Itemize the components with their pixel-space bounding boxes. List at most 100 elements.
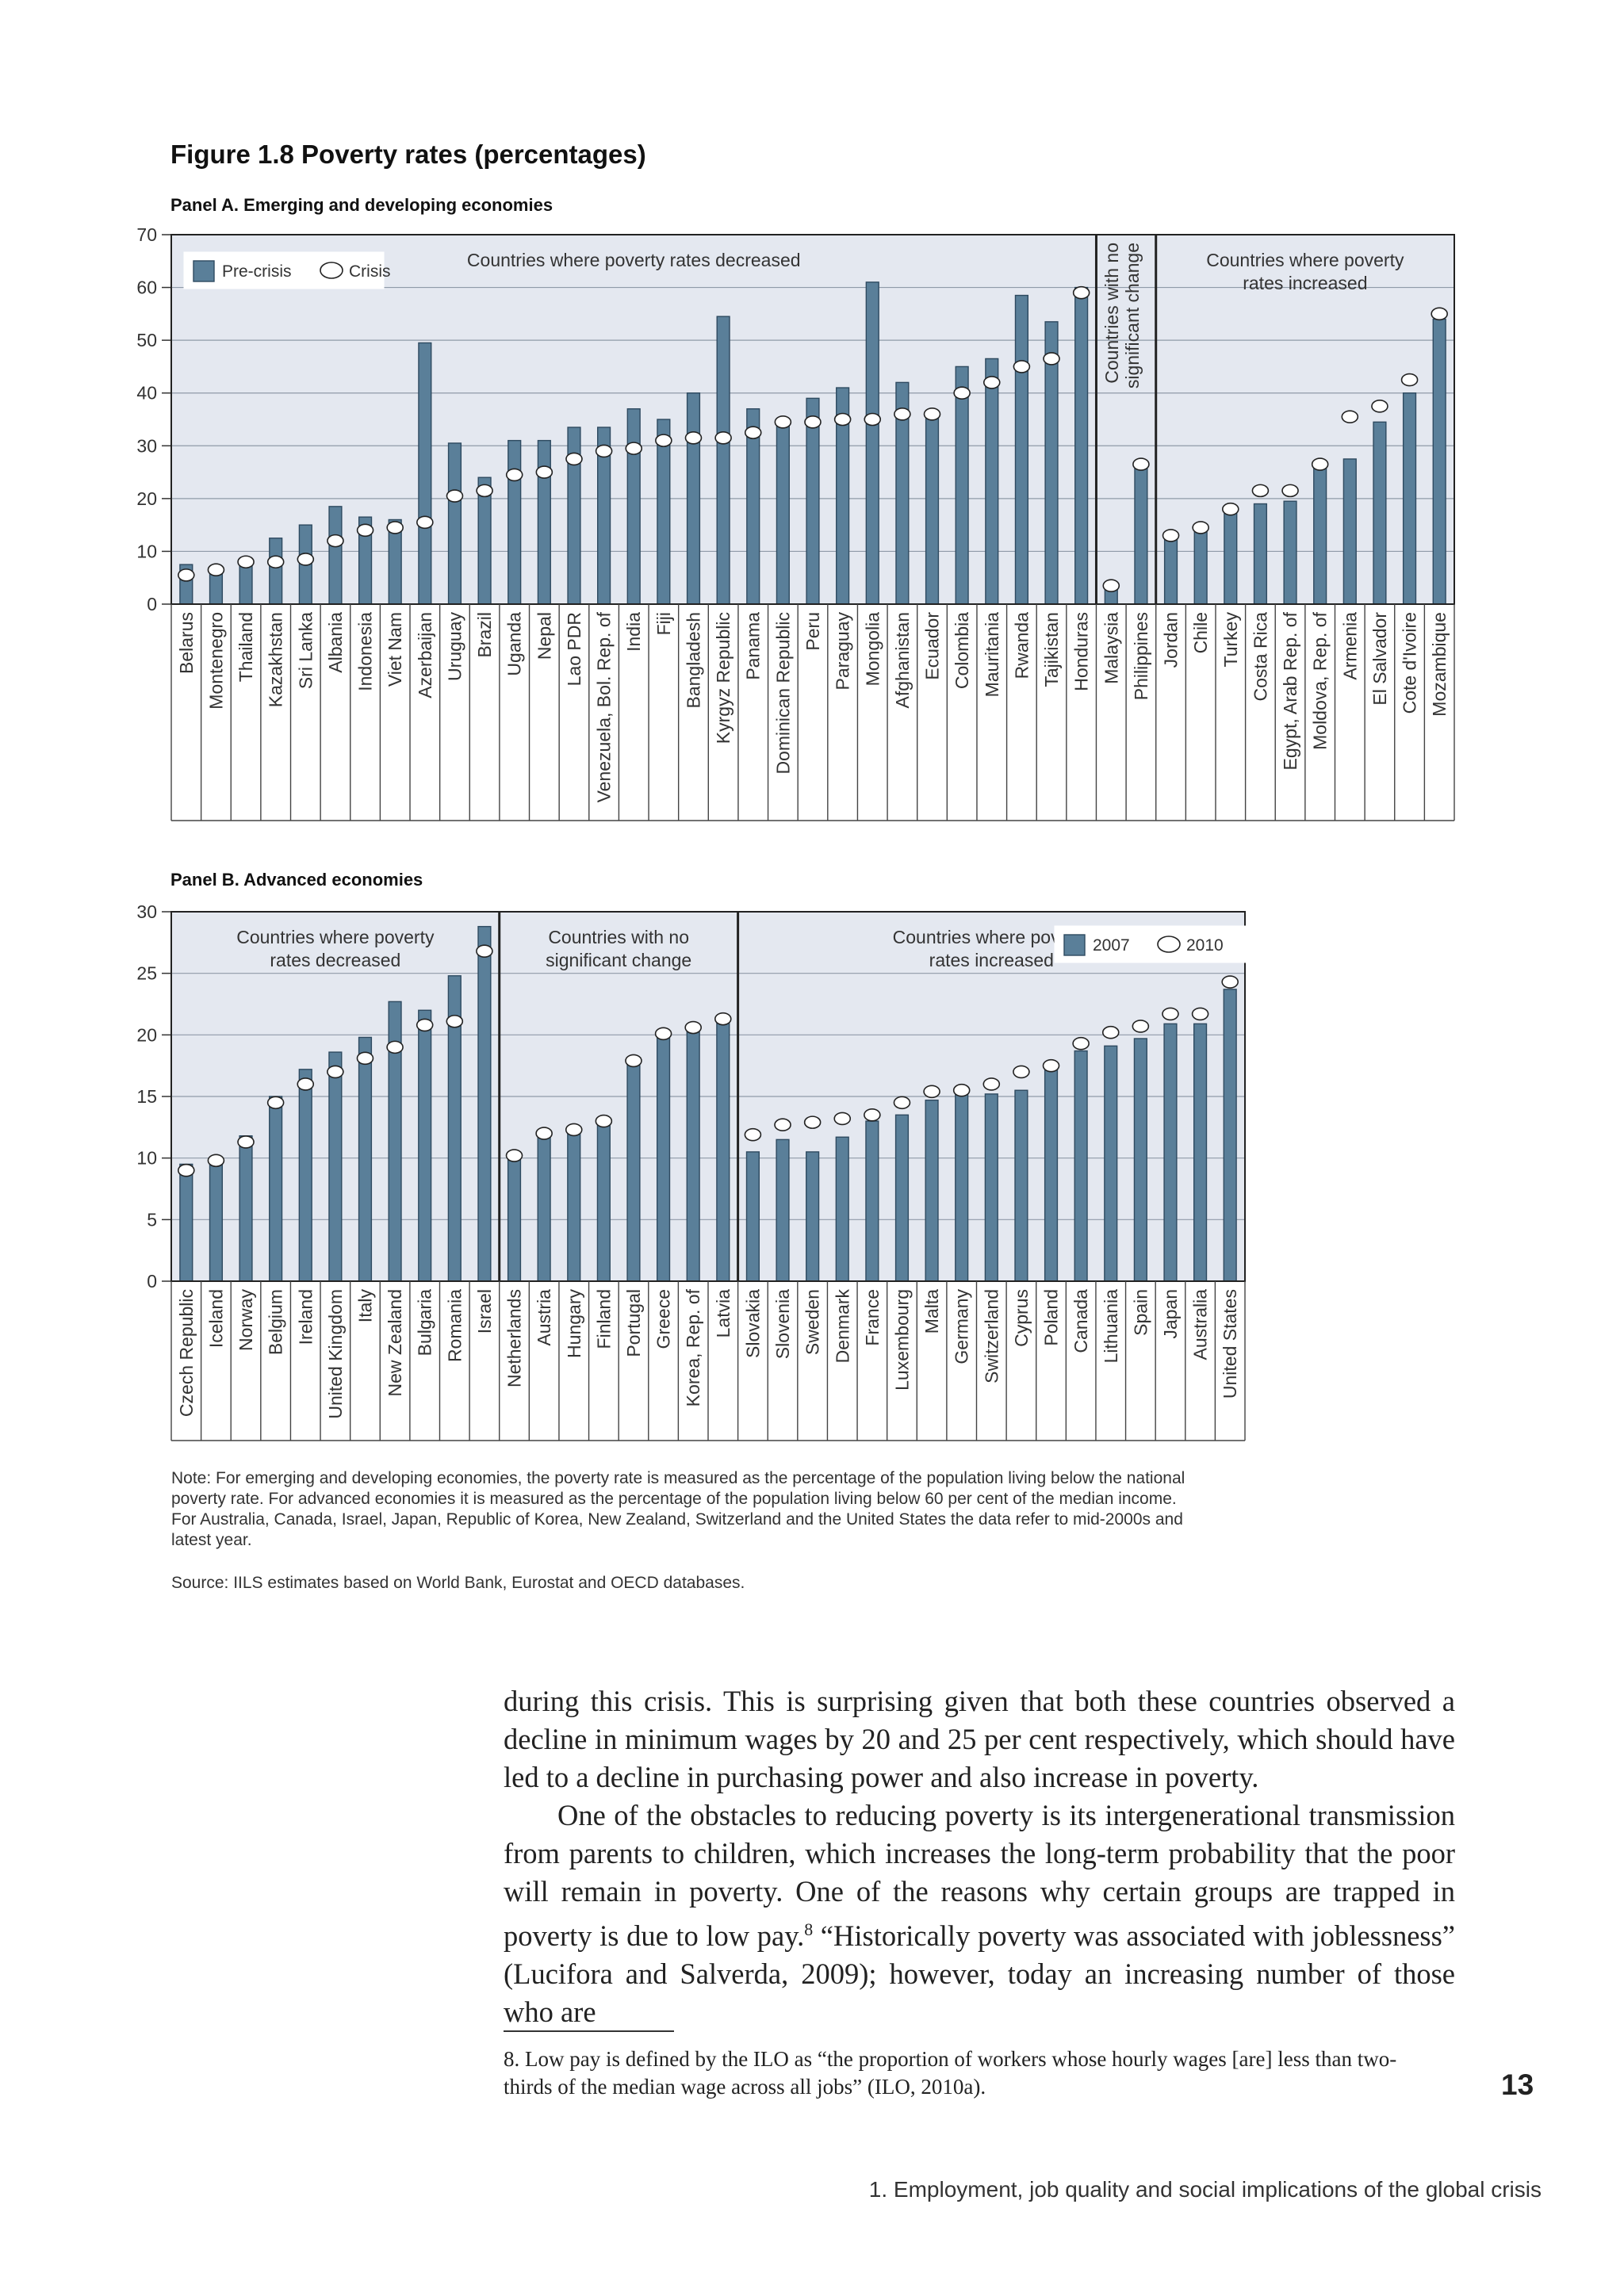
panel-a-category-label: Peru: [802, 612, 823, 651]
panel-a-bar: [776, 419, 790, 605]
panel-b-group-label: Countries with no: [548, 927, 689, 947]
panel-a-category-label: Thailand: [236, 612, 256, 682]
panel-b-bar: [894, 1114, 910, 1282]
figure-source: Source: IILS estimates based on World Ba…: [171, 1574, 745, 1592]
panel-b-y-tick-label: 30: [136, 901, 157, 922]
panel-b-category-label: United Kingdom: [325, 1289, 346, 1419]
panel-b-category-label: Luxembourg: [891, 1289, 912, 1391]
panel-a-bar: [925, 413, 940, 605]
panel-b-marker: [178, 1163, 195, 1177]
panel-a-legend-box: [183, 251, 385, 289]
panel-b-category-label: Hungary: [564, 1289, 584, 1358]
panel-b-bar: [596, 1120, 611, 1282]
panel-a-category-label: Malaysia: [1101, 612, 1121, 684]
panel-a-group-label: significant change: [1122, 243, 1143, 388]
panel-a-y-tick-label: 0: [147, 594, 157, 614]
panel-a-category-label: Azerbaijan: [415, 612, 435, 698]
panel-a-category-label: Afghanistan: [892, 612, 913, 708]
panel-a-marker: [774, 415, 792, 429]
panel-b-category-label: Finland: [593, 1289, 614, 1349]
panel-a-category-label: India: [623, 612, 644, 652]
panel-a-marker: [1341, 410, 1359, 423]
panel-b-bar: [806, 1151, 820, 1282]
panel-a-bar: [1134, 463, 1148, 605]
panel-b-marker: [982, 1077, 1001, 1091]
panel-b-bar: [1133, 1038, 1147, 1282]
panel-b-bar: [537, 1132, 551, 1282]
panel-a-bar: [806, 397, 820, 605]
panel-a-marker: [505, 468, 523, 482]
panel-a-category-label: Indonesia: [355, 612, 376, 691]
panel-a-y-tick-label: 10: [136, 541, 157, 561]
panel-a-category-label: Viet Nam: [385, 612, 405, 687]
panel-b-marker: [864, 1108, 881, 1122]
panel-b-marker: [893, 1096, 911, 1110]
panel-a-category-label: Venezuela, Bol. Rep. of: [594, 611, 615, 802]
panel-a-category-label: Mongolia: [862, 612, 883, 687]
page-number: 13: [1501, 2068, 1534, 2101]
panel-a-marker: [1102, 579, 1120, 593]
panel-a-marker: [655, 434, 672, 447]
panel-b-bar: [1163, 1023, 1178, 1282]
panel-b-marker: [207, 1154, 225, 1168]
panel-a-bar: [1313, 463, 1327, 605]
panel-b-title: Panel B. Advanced economies: [170, 870, 423, 890]
panel-b-bar: [328, 1051, 343, 1282]
panel-a-category-label: Dominican Republic: [772, 612, 793, 775]
panel-b-bar: [925, 1099, 939, 1282]
panel-b-bar: [656, 1034, 671, 1282]
panel-a-bar: [328, 506, 343, 605]
panel-b-category-label: Greece: [653, 1289, 674, 1349]
panel-b-marker: [356, 1051, 374, 1066]
panel-b-group-label: rates decreased: [270, 950, 400, 970]
panel-b-bar: [835, 1136, 849, 1282]
panel-a-category-label: Costa Rica: [1250, 612, 1270, 702]
panel-b-category-label: Spain: [1130, 1289, 1151, 1336]
panel-a-marker: [207, 563, 225, 577]
panel-b-category-label: Norway: [236, 1289, 256, 1351]
panel-a-marker: [1162, 529, 1180, 542]
panel-b-bar: [1104, 1045, 1118, 1282]
panel-a-category-label: Kyrgyz Republic: [713, 612, 733, 744]
panel-b-y-tick-label: 15: [136, 1086, 157, 1107]
panel-b-marker: [505, 1149, 523, 1162]
panel-a-bar: [418, 342, 432, 605]
panel-a-marker: [1072, 285, 1090, 300]
panel-b-category-label: Cyprus: [1011, 1289, 1032, 1347]
panel-b-bar: [298, 1069, 312, 1282]
panel-a-bar: [1432, 318, 1446, 605]
body-paragraph-1: during this crisis. This is surprising g…: [504, 1685, 1455, 1793]
panel-b-category-label: Germany: [952, 1289, 972, 1364]
body-text: during this crisis. This is surprising g…: [504, 1682, 1455, 2031]
panel-a-category-label: Fiji: [653, 612, 674, 635]
panel-a-category-label: Turkey: [1220, 612, 1241, 668]
panel-b-legend-bar-label: 2007: [1093, 936, 1130, 955]
panel-a-category-label: El Salvador: [1369, 612, 1390, 706]
panel-a-category-label: Uruguay: [444, 612, 465, 681]
footnote: 8. Low pay is defined by the ILO as “the…: [504, 2047, 1397, 2099]
panel-a-marker: [535, 465, 553, 479]
panel-a-marker: [565, 452, 583, 466]
panel-b-legend-marker-swatch: [1157, 936, 1181, 953]
panel-a-category-label: Tajikistan: [1041, 612, 1062, 687]
panel-b-marker: [237, 1135, 255, 1149]
panel-a-category-label: Panama: [743, 612, 764, 680]
panel-a-marker: [1311, 457, 1329, 471]
panel-a-marker: [833, 412, 852, 427]
panel-a-bar: [269, 538, 283, 605]
panel-a-bar: [1342, 458, 1357, 605]
panel-a-category-label: Bangladesh: [683, 612, 703, 709]
panel-a-marker: [297, 553, 315, 566]
panel-b-y-tick-label: 25: [136, 963, 157, 984]
panel-b-y-tick-label: 5: [147, 1209, 157, 1230]
panel-b-bar: [1074, 1050, 1088, 1282]
panel-b-category-label: Malta: [921, 1289, 942, 1334]
panel-b-chart: 0 5 10 15 20 25 30 Czech Republic Iceland Norway B…: [136, 901, 1255, 1441]
panel-b-bar: [418, 1009, 432, 1282]
panel-b-group-label: rates increased: [929, 950, 1054, 970]
panel-a-bar: [1014, 294, 1028, 605]
panel-b-bar: [776, 1138, 790, 1282]
panel-b-marker: [266, 1096, 285, 1110]
panel-b-category-label: Israel: [474, 1289, 495, 1334]
panel-a-title: Panel A. Emerging and developing economi…: [170, 195, 553, 215]
